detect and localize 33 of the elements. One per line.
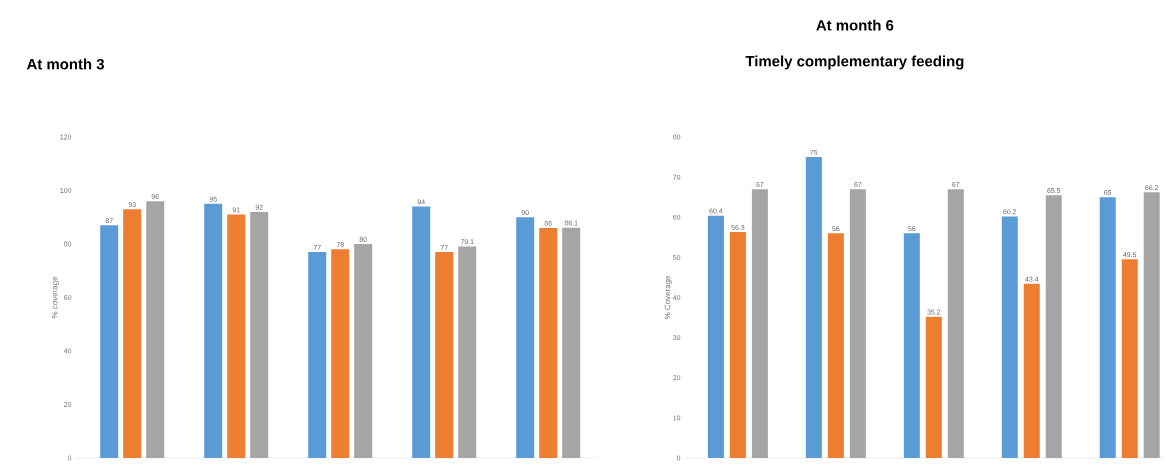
- bar: [308, 252, 327, 458]
- bar: [751, 189, 768, 458]
- bar: [1121, 259, 1138, 458]
- bar: [539, 227, 558, 458]
- chart-title: At month 3: [26, 58, 105, 70]
- bar: [412, 206, 431, 458]
- bar: [146, 201, 165, 458]
- bar: [204, 203, 223, 458]
- bar: [707, 215, 724, 458]
- bar: [516, 217, 535, 458]
- bar: [827, 233, 844, 458]
- bar: [947, 189, 964, 458]
- bar: [331, 249, 350, 458]
- bar: [1143, 192, 1160, 458]
- bar: [805, 157, 822, 458]
- bar: [458, 246, 477, 458]
- bar: [729, 232, 746, 458]
- bar: [435, 252, 454, 458]
- bar: [100, 225, 119, 458]
- bar: [1099, 197, 1116, 458]
- chart-title: At month 6: [816, 19, 894, 31]
- bar: [1001, 216, 1018, 458]
- bar: [250, 211, 269, 458]
- bar: [562, 227, 581, 458]
- bar: [925, 316, 942, 458]
- bar: [354, 243, 373, 458]
- bar: [903, 233, 920, 458]
- bar: [849, 189, 866, 458]
- bar: [123, 209, 142, 458]
- bar: [1045, 195, 1062, 458]
- chart-subtitle: Timely complementary feeding: [745, 55, 964, 70]
- bar: [227, 214, 246, 458]
- bar: [1023, 283, 1040, 458]
